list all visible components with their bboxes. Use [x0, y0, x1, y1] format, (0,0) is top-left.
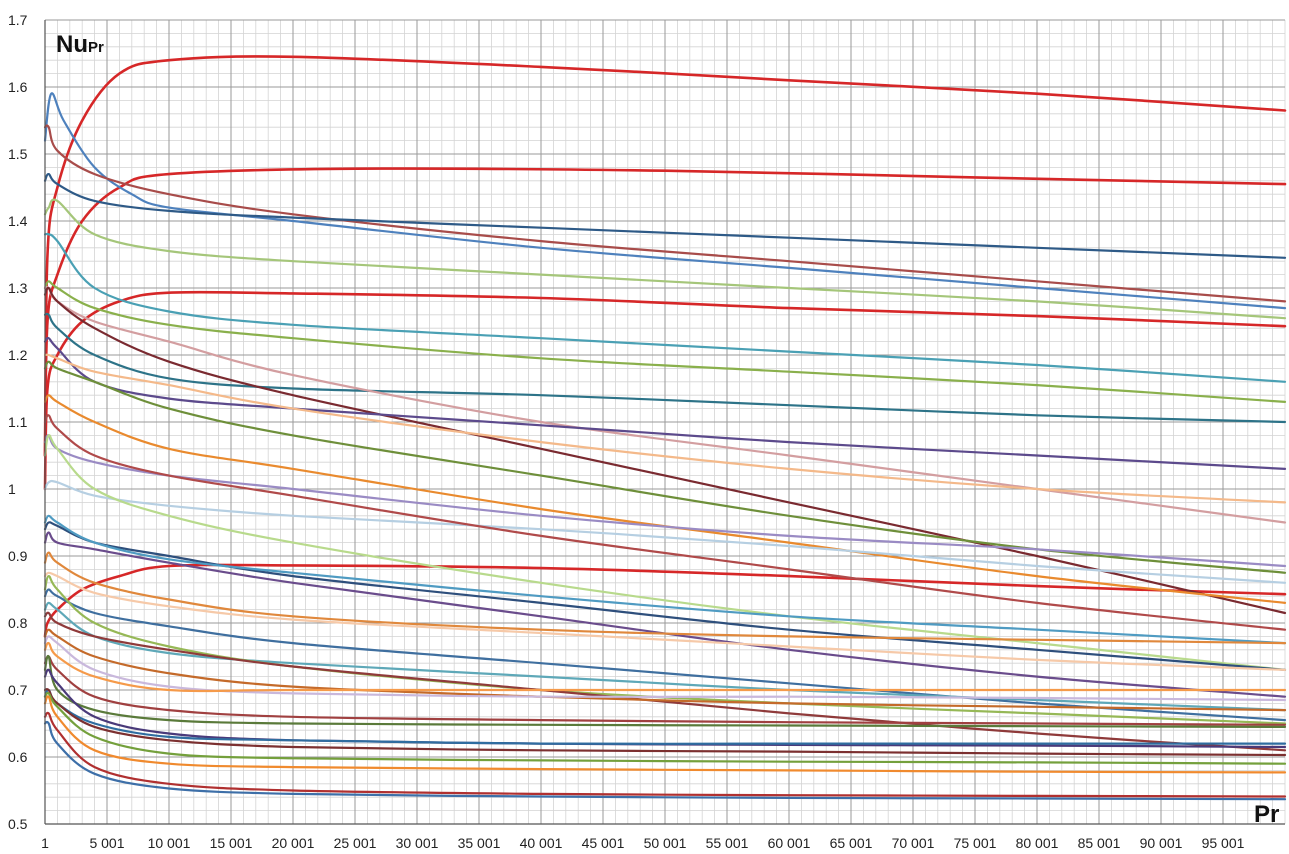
series-line-42	[43, 720, 1287, 801]
series-line-5	[43, 92, 1287, 310]
x-tick-label: 15 001	[210, 835, 253, 851]
x-tick-label: 70 001	[892, 835, 935, 851]
series-line-16	[43, 360, 1287, 574]
series-line-11	[43, 312, 1287, 424]
x-tick-label: 95 001	[1202, 835, 1245, 851]
x-tick-label: 45 001	[582, 835, 625, 851]
series-line-34	[43, 655, 1287, 726]
series-line-39	[43, 691, 1287, 765]
y-axis-title: NuPr	[56, 31, 104, 58]
y-tick-label: 0.8	[8, 615, 28, 631]
series-line-23	[43, 514, 1287, 645]
series-layer	[43, 55, 1287, 801]
series-line-31	[43, 628, 1287, 712]
series-line-27	[43, 588, 1287, 722]
series-line-35	[43, 654, 1287, 728]
x-tick-label: 20 001	[272, 835, 315, 851]
x-tick-label: 75 001	[954, 835, 997, 851]
series-line-15	[43, 353, 1287, 504]
y-tick-label: 1.3	[8, 280, 28, 296]
series-line-17	[43, 394, 1287, 604]
series-line-9	[43, 232, 1287, 383]
series-line-2	[43, 167, 1287, 457]
x-tick-label: 55 001	[706, 835, 749, 851]
series-line-10	[43, 280, 1287, 403]
series-line-22	[43, 521, 1287, 671]
x-tick-label: 1	[41, 835, 49, 851]
x-tick-label: 85 001	[1078, 835, 1121, 851]
series-line-30	[43, 611, 1287, 752]
series-line-26	[43, 571, 1287, 671]
series-line-21	[43, 414, 1287, 631]
series-line-6	[43, 124, 1287, 303]
x-tick-label: 35 001	[458, 835, 501, 851]
y-tick-label: 1	[8, 481, 16, 497]
series-line-14	[43, 336, 1287, 470]
y-tick-label: 0.7	[8, 682, 28, 698]
series-line-25	[43, 551, 1287, 645]
x-tick-label: 50 001	[644, 835, 687, 851]
y-tick-labels: 0.5 0.6 0.7 0.8 0.9 1 1.1 1.2 1.3 1.4 1.5 1.6 1.7	[8, 12, 28, 832]
axis-layer	[44, 20, 1285, 825]
y-tick-label: 0.5	[8, 816, 28, 832]
series-line-40	[43, 695, 1287, 774]
y-tick-label: 0.9	[8, 548, 28, 564]
y-tick-label: 0.6	[8, 749, 28, 765]
series-line-24	[43, 531, 1287, 698]
series-line-3	[43, 290, 1287, 491]
y-tick-label: 1.1	[8, 414, 28, 430]
series-line-19	[43, 479, 1287, 584]
x-axis-title: Pr	[1254, 801, 1279, 828]
series-line-33	[43, 641, 1287, 693]
x-tick-label: 25 001	[334, 835, 377, 851]
x-tick-label: 60 001	[768, 835, 811, 851]
series-line-4	[43, 563, 1287, 638]
series-line-38	[43, 687, 1287, 757]
x-tick-label: 5 001	[89, 835, 124, 851]
x-tick-label: 65 001	[830, 835, 873, 851]
y-tick-label: 1.7	[8, 12, 28, 28]
x-tick-label: 90 001	[1140, 835, 1183, 851]
series-line-8	[43, 198, 1287, 320]
x-tick-label: 80 001	[1016, 835, 1059, 851]
series-line-1	[43, 55, 1287, 457]
series-line-32	[43, 635, 1287, 702]
y-tick-label: 1.4	[8, 213, 28, 229]
y-tick-label: 1.5	[8, 146, 28, 162]
series-line-7	[43, 173, 1287, 259]
y-tick-label: 1.2	[8, 347, 28, 363]
x-tick-label: 30 001	[396, 835, 439, 851]
y-tick-label: 1.6	[8, 79, 28, 95]
series-line-41	[43, 711, 1287, 798]
x-tick-label: 10 001	[148, 835, 191, 851]
x-tick-label: 40 001	[520, 835, 563, 851]
